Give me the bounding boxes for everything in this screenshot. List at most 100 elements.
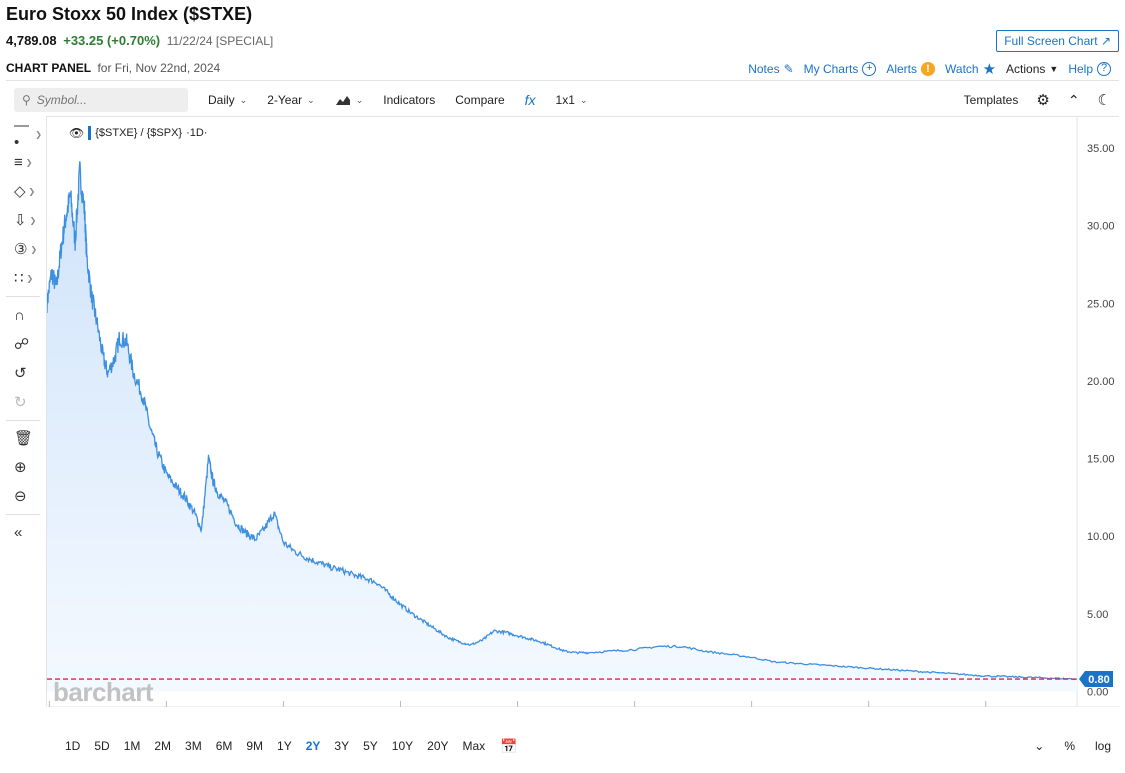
percent-toggle[interactable]: % bbox=[1064, 739, 1075, 753]
undo-icon: ↺ bbox=[14, 365, 27, 382]
chart-panel-date: for Fri, Nov 22nd, 2024 bbox=[97, 61, 221, 75]
range-button[interactable]: Max bbox=[462, 739, 486, 753]
interval-dropdown[interactable]: Daily ⌄ bbox=[208, 93, 247, 107]
chevron-down-icon: ⌄ bbox=[579, 94, 588, 105]
notes-label: Notes bbox=[748, 62, 780, 76]
arrow-tool[interactable]: ⇩ ❯ bbox=[14, 208, 42, 232]
range-button[interactable]: 6M bbox=[215, 739, 233, 753]
plus-circle-icon: + bbox=[862, 62, 877, 76]
price-chart: 35.0030.0025.0020.0015.0010.005.000.0098… bbox=[47, 117, 1120, 707]
full-screen-chart-label: Full Screen Chart bbox=[1004, 34, 1098, 48]
log-toggle[interactable]: log bbox=[1094, 739, 1111, 753]
double-chevron-left-icon: « bbox=[14, 523, 23, 541]
indicators-label: Indicators bbox=[383, 93, 436, 107]
zoom-in-button[interactable]: ⊕ bbox=[14, 455, 42, 479]
range-button[interactable]: 3Y bbox=[334, 739, 350, 753]
full-screen-chart-button[interactable]: Full Screen Chart ↗ bbox=[996, 30, 1119, 52]
chart-panel-label: CHART PANEL bbox=[6, 61, 92, 75]
double-chevron-down-icon[interactable]: ⌄ bbox=[1034, 739, 1045, 753]
help-label: Help bbox=[1068, 62, 1093, 76]
numbered-circle-icon: ③ bbox=[14, 241, 28, 258]
chevron-down-icon: ⌄ bbox=[355, 94, 364, 105]
delete-button[interactable]: 🗑 bbox=[14, 426, 42, 450]
compare-button[interactable]: Compare bbox=[455, 93, 504, 107]
chart-area[interactable]: 35.0030.0025.0020.0015.0010.005.000.0098… bbox=[46, 116, 1120, 707]
caret-down-icon: ▼ bbox=[1049, 64, 1059, 74]
range-button[interactable]: 2M bbox=[154, 739, 172, 753]
chevron-down-icon: ⌄ bbox=[307, 94, 315, 105]
chevron-right-icon: ❯ bbox=[29, 215, 37, 225]
shape-tool[interactable]: ◇ ❯ bbox=[14, 179, 42, 203]
help-link[interactable]: Help? bbox=[1068, 62, 1111, 76]
line-tool[interactable]: —• ❯ bbox=[14, 117, 42, 151]
chart-toolbar: ⚲ Daily ⌄ 2-Year ⌄ ⌄ Indicators Compare fx… bbox=[6, 86, 1119, 114]
range-button[interactable]: 5Y bbox=[363, 739, 378, 753]
trash-icon: 🗑 bbox=[14, 430, 34, 447]
watch-link[interactable]: Watch ★ bbox=[945, 60, 996, 78]
legend-interval: ·1D· bbox=[186, 127, 208, 139]
search-icon: ⚲ bbox=[22, 93, 31, 107]
top-links: Notes ✎ My Charts + Alerts! Watch ★ Actions… bbox=[748, 60, 1111, 78]
layout-dropdown[interactable]: 1x1 ⌄ bbox=[556, 93, 588, 107]
alerts-link[interactable]: Alerts! bbox=[886, 62, 936, 76]
chevron-right-icon: ❯ bbox=[25, 157, 33, 167]
range-button[interactable]: 2Y bbox=[305, 739, 321, 753]
y-tick-label: 15.00 bbox=[1087, 454, 1115, 466]
chart-panel-line: CHART PANEL for Fri, Nov 22nd, 2024 bbox=[6, 61, 220, 75]
series-color-swatch bbox=[88, 126, 92, 140]
fx-button[interactable]: fx bbox=[524, 92, 536, 108]
external-arrow-icon: ↗ bbox=[1100, 34, 1111, 48]
arrow-down-icon: ⇩ bbox=[14, 212, 27, 229]
count-tool[interactable]: ③ ❯ bbox=[14, 237, 42, 261]
range-button[interactable]: 1Y bbox=[277, 739, 292, 753]
quote-date: 11/22/24 [SPECIAL] bbox=[166, 34, 274, 48]
chart-type-dropdown[interactable]: ⌄ bbox=[335, 94, 364, 106]
range-button[interactable]: 1D bbox=[65, 739, 81, 753]
calendar-icon[interactable]: 📅 bbox=[500, 737, 518, 754]
zoom-out-button[interactable]: ⊖ bbox=[14, 484, 42, 508]
range-button[interactable]: 3M bbox=[185, 739, 202, 753]
my-charts-label: My Charts bbox=[803, 62, 859, 76]
zoom-in-icon: ⊕ bbox=[14, 459, 27, 476]
undo-button[interactable]: ↺ bbox=[14, 361, 42, 385]
y-tick-label: 5.00 bbox=[1087, 609, 1108, 621]
indicators-button[interactable]: Indicators bbox=[383, 93, 435, 107]
magnet-button[interactable]: ∩ bbox=[14, 303, 42, 327]
y-tick-label: 35.00 bbox=[1087, 143, 1115, 155]
collapse-toolbar-button[interactable]: « bbox=[14, 520, 42, 544]
star-icon: ★ bbox=[982, 61, 997, 78]
last-price: 4,789.08 bbox=[6, 33, 57, 48]
y-tick-label: 10.00 bbox=[1087, 531, 1115, 543]
page-title: Euro Stoxx 50 Index ($STXE) bbox=[6, 4, 253, 24]
range-button[interactable]: 10Y bbox=[391, 739, 414, 753]
range-button[interactable]: 5D bbox=[94, 739, 110, 753]
my-charts-link[interactable]: My Charts + bbox=[804, 62, 877, 76]
symbol-input[interactable] bbox=[36, 93, 167, 107]
line-segment-icon: —• bbox=[14, 117, 29, 151]
fib-tool[interactable]: ≡ ❯ bbox=[14, 150, 42, 174]
range-button[interactable]: 1M bbox=[123, 739, 141, 753]
quote-line: 4,789.08 +33.25 (+0.70%) 11/22/24 [SPECI… bbox=[6, 33, 273, 48]
header-divider bbox=[6, 80, 1119, 81]
period-dropdown[interactable]: 2-Year ⌄ bbox=[267, 93, 314, 107]
moon-icon[interactable]: ☾ bbox=[1097, 92, 1111, 109]
chevron-right-icon: ❯ bbox=[28, 186, 36, 196]
double-chevron-up-icon[interactable]: ⌃ bbox=[1067, 91, 1080, 108]
range-button[interactable]: 20Y bbox=[427, 739, 449, 753]
redo-icon: ↻ bbox=[14, 394, 27, 411]
exclamation-circle-icon: ! bbox=[921, 62, 936, 76]
pattern-tool[interactable]: ∷ ❯ bbox=[14, 266, 42, 290]
gear-icon[interactable]: ⚙ bbox=[1036, 92, 1050, 109]
range-buttons: 1D 5D 1M 2M 3M 6M 9M 1Y 2Y 3Y 5Y 10Y 20Y Max bbox=[58, 739, 492, 753]
redo-button[interactable]: ↻ bbox=[14, 390, 42, 414]
magnet-icon: ∩ bbox=[14, 306, 25, 324]
y-tick-label: 20.00 bbox=[1087, 376, 1115, 388]
lock-button[interactable]: ☍ bbox=[14, 332, 42, 356]
symbol-search[interactable]: ⚲ bbox=[14, 88, 188, 112]
actions-label: Actions bbox=[1006, 62, 1046, 76]
templates-button[interactable]: Templates bbox=[963, 93, 1019, 107]
eye-icon[interactable]: 👁 bbox=[69, 126, 85, 140]
range-button[interactable]: 9M bbox=[246, 739, 264, 753]
notes-link[interactable]: Notes ✎ bbox=[748, 62, 793, 76]
actions-menu[interactable]: Actions ▼ bbox=[1006, 62, 1058, 76]
